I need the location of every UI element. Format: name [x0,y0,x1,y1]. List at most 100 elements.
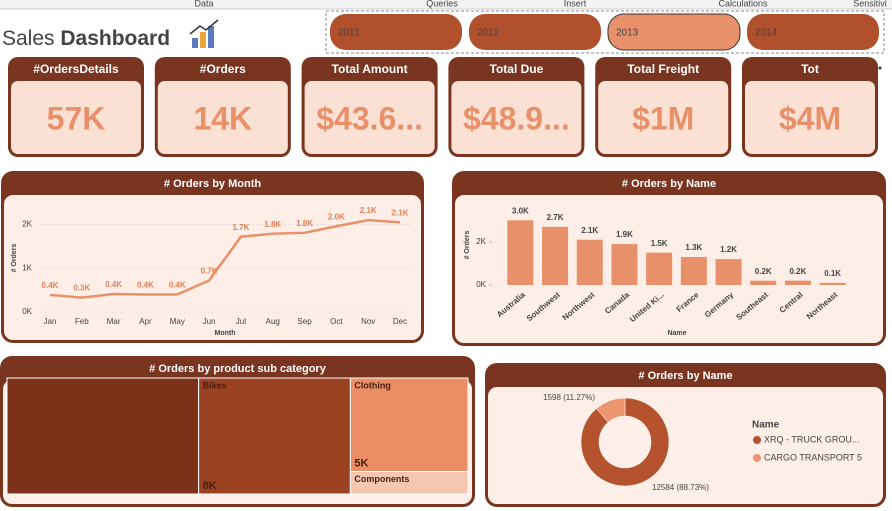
card-value: 14K [193,100,252,136]
x-tick-label: Nov [361,317,375,326]
card-body [157,81,288,154]
y-tick-label: 0K [476,280,486,289]
bar [611,244,638,285]
slicer-label: 2011 [338,28,360,39]
bar [542,226,569,285]
slicer-label: 2014 [755,28,778,39]
card-label: Tot [801,62,819,76]
card-label: #OrdersDetails [33,62,119,76]
dashboard-icon [189,19,219,48]
card-body [304,81,435,154]
slicer-option[interactable] [330,14,462,50]
donut-slice [580,397,670,487]
card-body [598,81,729,154]
slicer-label: 2012 [477,28,500,39]
bar [750,280,777,285]
ribbon-tab: Queries [426,0,458,8]
value-label: 0.3K [73,284,90,293]
value-label: 1.8K [264,220,281,229]
value-label: 2.1K [581,226,598,235]
treemap-cell [6,377,200,495]
panel-title: # Orders by product sub category [149,363,327,375]
x-tick-label: Aug [266,317,280,326]
x-tick-label: Apr [139,317,152,326]
y-tick-label: 2K [22,220,32,229]
bar [576,239,603,285]
x-axis-label: Name [667,330,686,337]
card-value: $43.6... [316,100,423,136]
line-series [49,218,401,299]
ribbon-tab: Calculations [718,0,768,8]
x-tick-label: Jul [236,317,246,326]
value-label: 0.2K [755,267,772,276]
icon-bar [192,38,198,48]
card-label: Total Freight [627,62,699,76]
bar [715,259,742,285]
legend-title: Name [752,420,780,431]
y-axis-label: # Orders [11,243,18,272]
legend-entry: XRQ - TRUCK GROU... [764,434,859,444]
cell-value: 8K [203,480,217,492]
panel-title: # Orders by Month [164,178,261,190]
treemap-cell [349,377,469,473]
slice-label: 12584 (88.73%) [652,483,709,492]
ribbon-tab: Sensitivi [853,0,887,8]
bar [819,282,846,285]
icon-bar [200,32,206,48]
bar [507,220,534,285]
value-label: 2.1K [360,206,377,215]
value-label: 0.4K [105,280,122,289]
panel-body [488,387,883,504]
value-label: 0.4K [137,281,154,290]
x-tick-label: Mar [107,317,121,326]
card-label: Total Due [490,62,544,76]
legend-swatch [753,436,761,444]
legend-entry: CARGO TRANSPORT 5 [764,452,862,462]
treemap-cell [349,471,469,495]
value-label: 2.7K [547,213,564,222]
bar [680,256,707,285]
card-label: Total Amount [332,62,408,76]
panel-title: # Orders by Name [638,370,732,382]
slicer-option[interactable] [469,14,601,50]
cell-label: Clothing [354,380,391,390]
icon-line [189,19,219,35]
x-tick-label: Jan [44,317,57,326]
slicer-option[interactable] [607,13,741,51]
value-label: 1.7K [232,223,249,232]
value-label: 3.0K [512,206,529,215]
value-label: 1.9K [616,230,633,239]
slicer-label: 2013 [616,28,639,39]
title-bold: Dashboard [60,27,170,50]
panel-title: # Orders by Name [622,178,716,190]
value-label: 0.4K [42,281,59,290]
card-value: $1M [632,100,694,136]
value-label: 0.2K [789,267,806,276]
more-dot[interactable] [878,66,882,70]
value-label: 1.2K [720,245,737,254]
x-tick-label: Jun [203,317,216,326]
ribbon-tab: Insert [564,0,587,8]
cell-label: Components [354,474,409,484]
value-label: 0.4K [169,281,186,290]
card-body [11,81,141,154]
x-tick-label: Dec [393,317,407,326]
x-tick-label: May [170,317,185,326]
x-tick-label: Feb [75,317,89,326]
value-label: 0.7K [201,267,218,276]
x-axis-label: Month [215,330,236,337]
card-body [745,81,875,154]
legend-swatch [753,454,761,462]
title-light: Sales [2,27,55,50]
slicer-option[interactable] [747,14,879,50]
slice-label: 1598 (11.27%) [543,393,595,402]
ribbon-bar [0,0,892,9]
page-title: Sales Dashboard [2,27,170,50]
treemap-cell [198,377,351,495]
value-label: 1.3K [685,243,702,252]
icon-bar [208,26,214,48]
card-body [451,81,582,154]
x-tick-label: Sep [297,317,312,326]
